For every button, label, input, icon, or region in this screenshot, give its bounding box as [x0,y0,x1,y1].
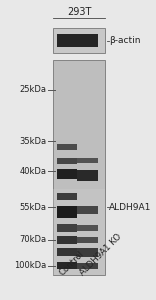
Bar [57,144,77,150]
Bar [57,169,77,179]
Bar [78,262,98,268]
Bar [57,193,77,200]
Text: Control: Control [57,249,86,278]
Bar [53,60,105,274]
Text: ALDH9A1 KO: ALDH9A1 KO [78,232,123,278]
Bar [57,262,77,269]
Bar [57,158,77,164]
Text: 35kDa: 35kDa [19,136,46,146]
Text: 25kDa: 25kDa [19,85,46,94]
Bar [53,28,105,52]
Bar [57,34,77,47]
Text: 55kDa: 55kDa [19,202,46,211]
Bar [78,248,98,256]
Text: β-actin: β-actin [109,36,141,45]
Bar [78,225,98,231]
Bar [78,237,98,243]
Bar [57,236,77,244]
Bar [78,158,98,163]
Text: ALDH9A1: ALDH9A1 [109,202,152,211]
Text: 70kDa: 70kDa [19,236,46,244]
Bar [78,34,98,47]
Text: 40kDa: 40kDa [19,167,46,176]
Bar [78,170,98,181]
Text: 293T: 293T [67,7,91,17]
Bar [78,206,98,214]
Bar [57,248,77,256]
Bar [57,224,77,232]
Bar [57,206,77,218]
Bar [53,189,105,274]
Text: 100kDa: 100kDa [14,261,46,270]
